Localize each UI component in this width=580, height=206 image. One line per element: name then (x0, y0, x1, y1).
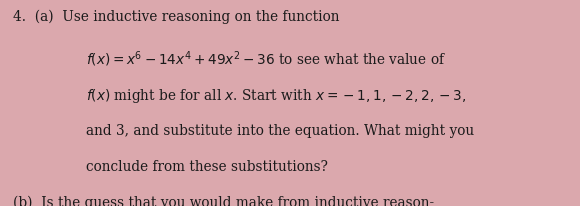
Text: and 3, and substitute into the equation. What might you: and 3, and substitute into the equation.… (86, 124, 474, 138)
Text: conclude from these substitutions?: conclude from these substitutions? (86, 160, 328, 174)
Text: $f(x) = x^6 - 14x^4 + 49x^2 - 36$ to see what the value of: $f(x) = x^6 - 14x^4 + 49x^2 - 36$ to see… (86, 49, 446, 69)
Text: (b)  Is the guess that you would make from inductive reason-: (b) Is the guess that you would make fro… (13, 195, 434, 206)
Text: 4.  (a)  Use inductive reasoning on the function: 4. (a) Use inductive reasoning on the fu… (13, 9, 339, 24)
Text: $f(x)$ might be for all $x$. Start with $x = -1, 1, -2, 2, -3,$: $f(x)$ might be for all $x$. Start with … (86, 87, 466, 104)
